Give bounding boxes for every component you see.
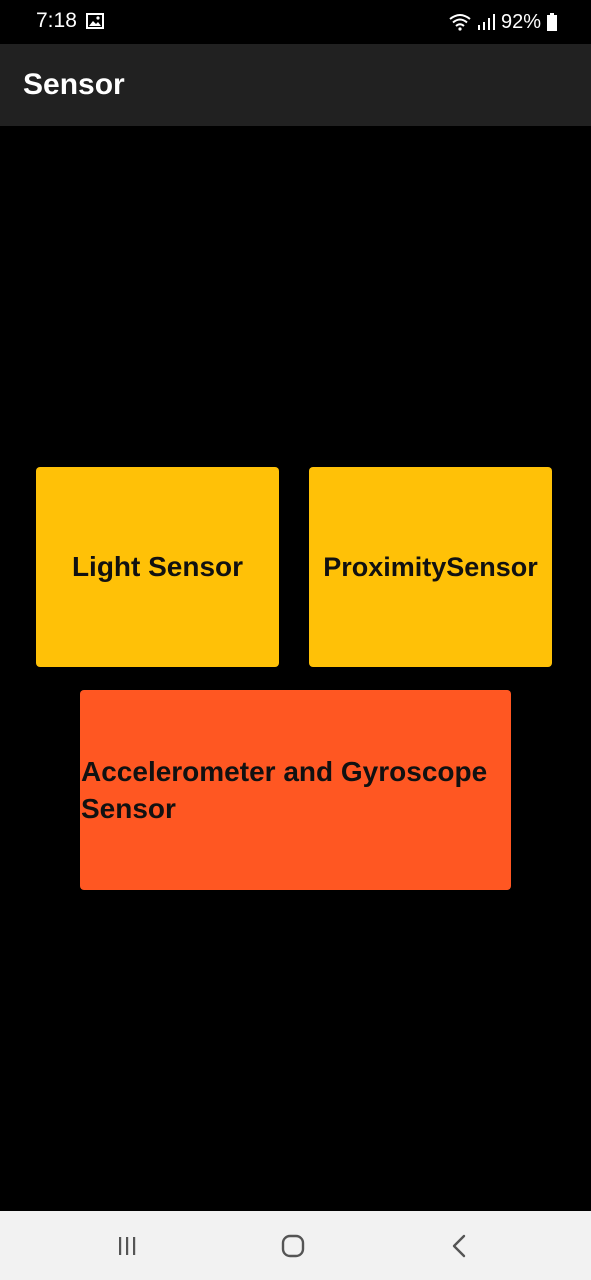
light-sensor-label: Light Sensor: [71, 551, 244, 582]
battery-icon: [547, 13, 557, 31]
signal-icon: [477, 14, 495, 30]
accelerometer-gyroscope-label: Accelerometer and Gyroscope Sensor: [81, 756, 488, 824]
recents-button[interactable]: [112, 1231, 142, 1261]
app-title: Sensor: [23, 68, 125, 101]
accelerometer-gyroscope-button[interactable]: Accelerometer and Gyroscope Sensor: [80, 690, 511, 890]
navigation-bar: [0, 1211, 591, 1280]
battery-percentage: 92%: [500, 10, 541, 33]
back-icon: [452, 1234, 466, 1258]
proximity-sensor-label: ProximitySensor: [323, 551, 538, 582]
wifi-icon: [449, 14, 471, 31]
back-button[interactable]: [444, 1231, 474, 1261]
proximity-sensor-button[interactable]: ProximitySensor: [309, 467, 552, 667]
recents-icon: [119, 1237, 136, 1255]
home-button[interactable]: [278, 1231, 308, 1261]
status-time: 7:18: [36, 9, 77, 32]
home-icon: [281, 1234, 305, 1258]
status-indicators: 92%: [449, 9, 557, 35]
light-sensor-button[interactable]: Light Sensor: [36, 467, 279, 667]
status-bar: 7:18 92%: [0, 0, 591, 44]
app-bar: Sensor: [0, 44, 591, 126]
gallery-icon: [86, 13, 104, 29]
